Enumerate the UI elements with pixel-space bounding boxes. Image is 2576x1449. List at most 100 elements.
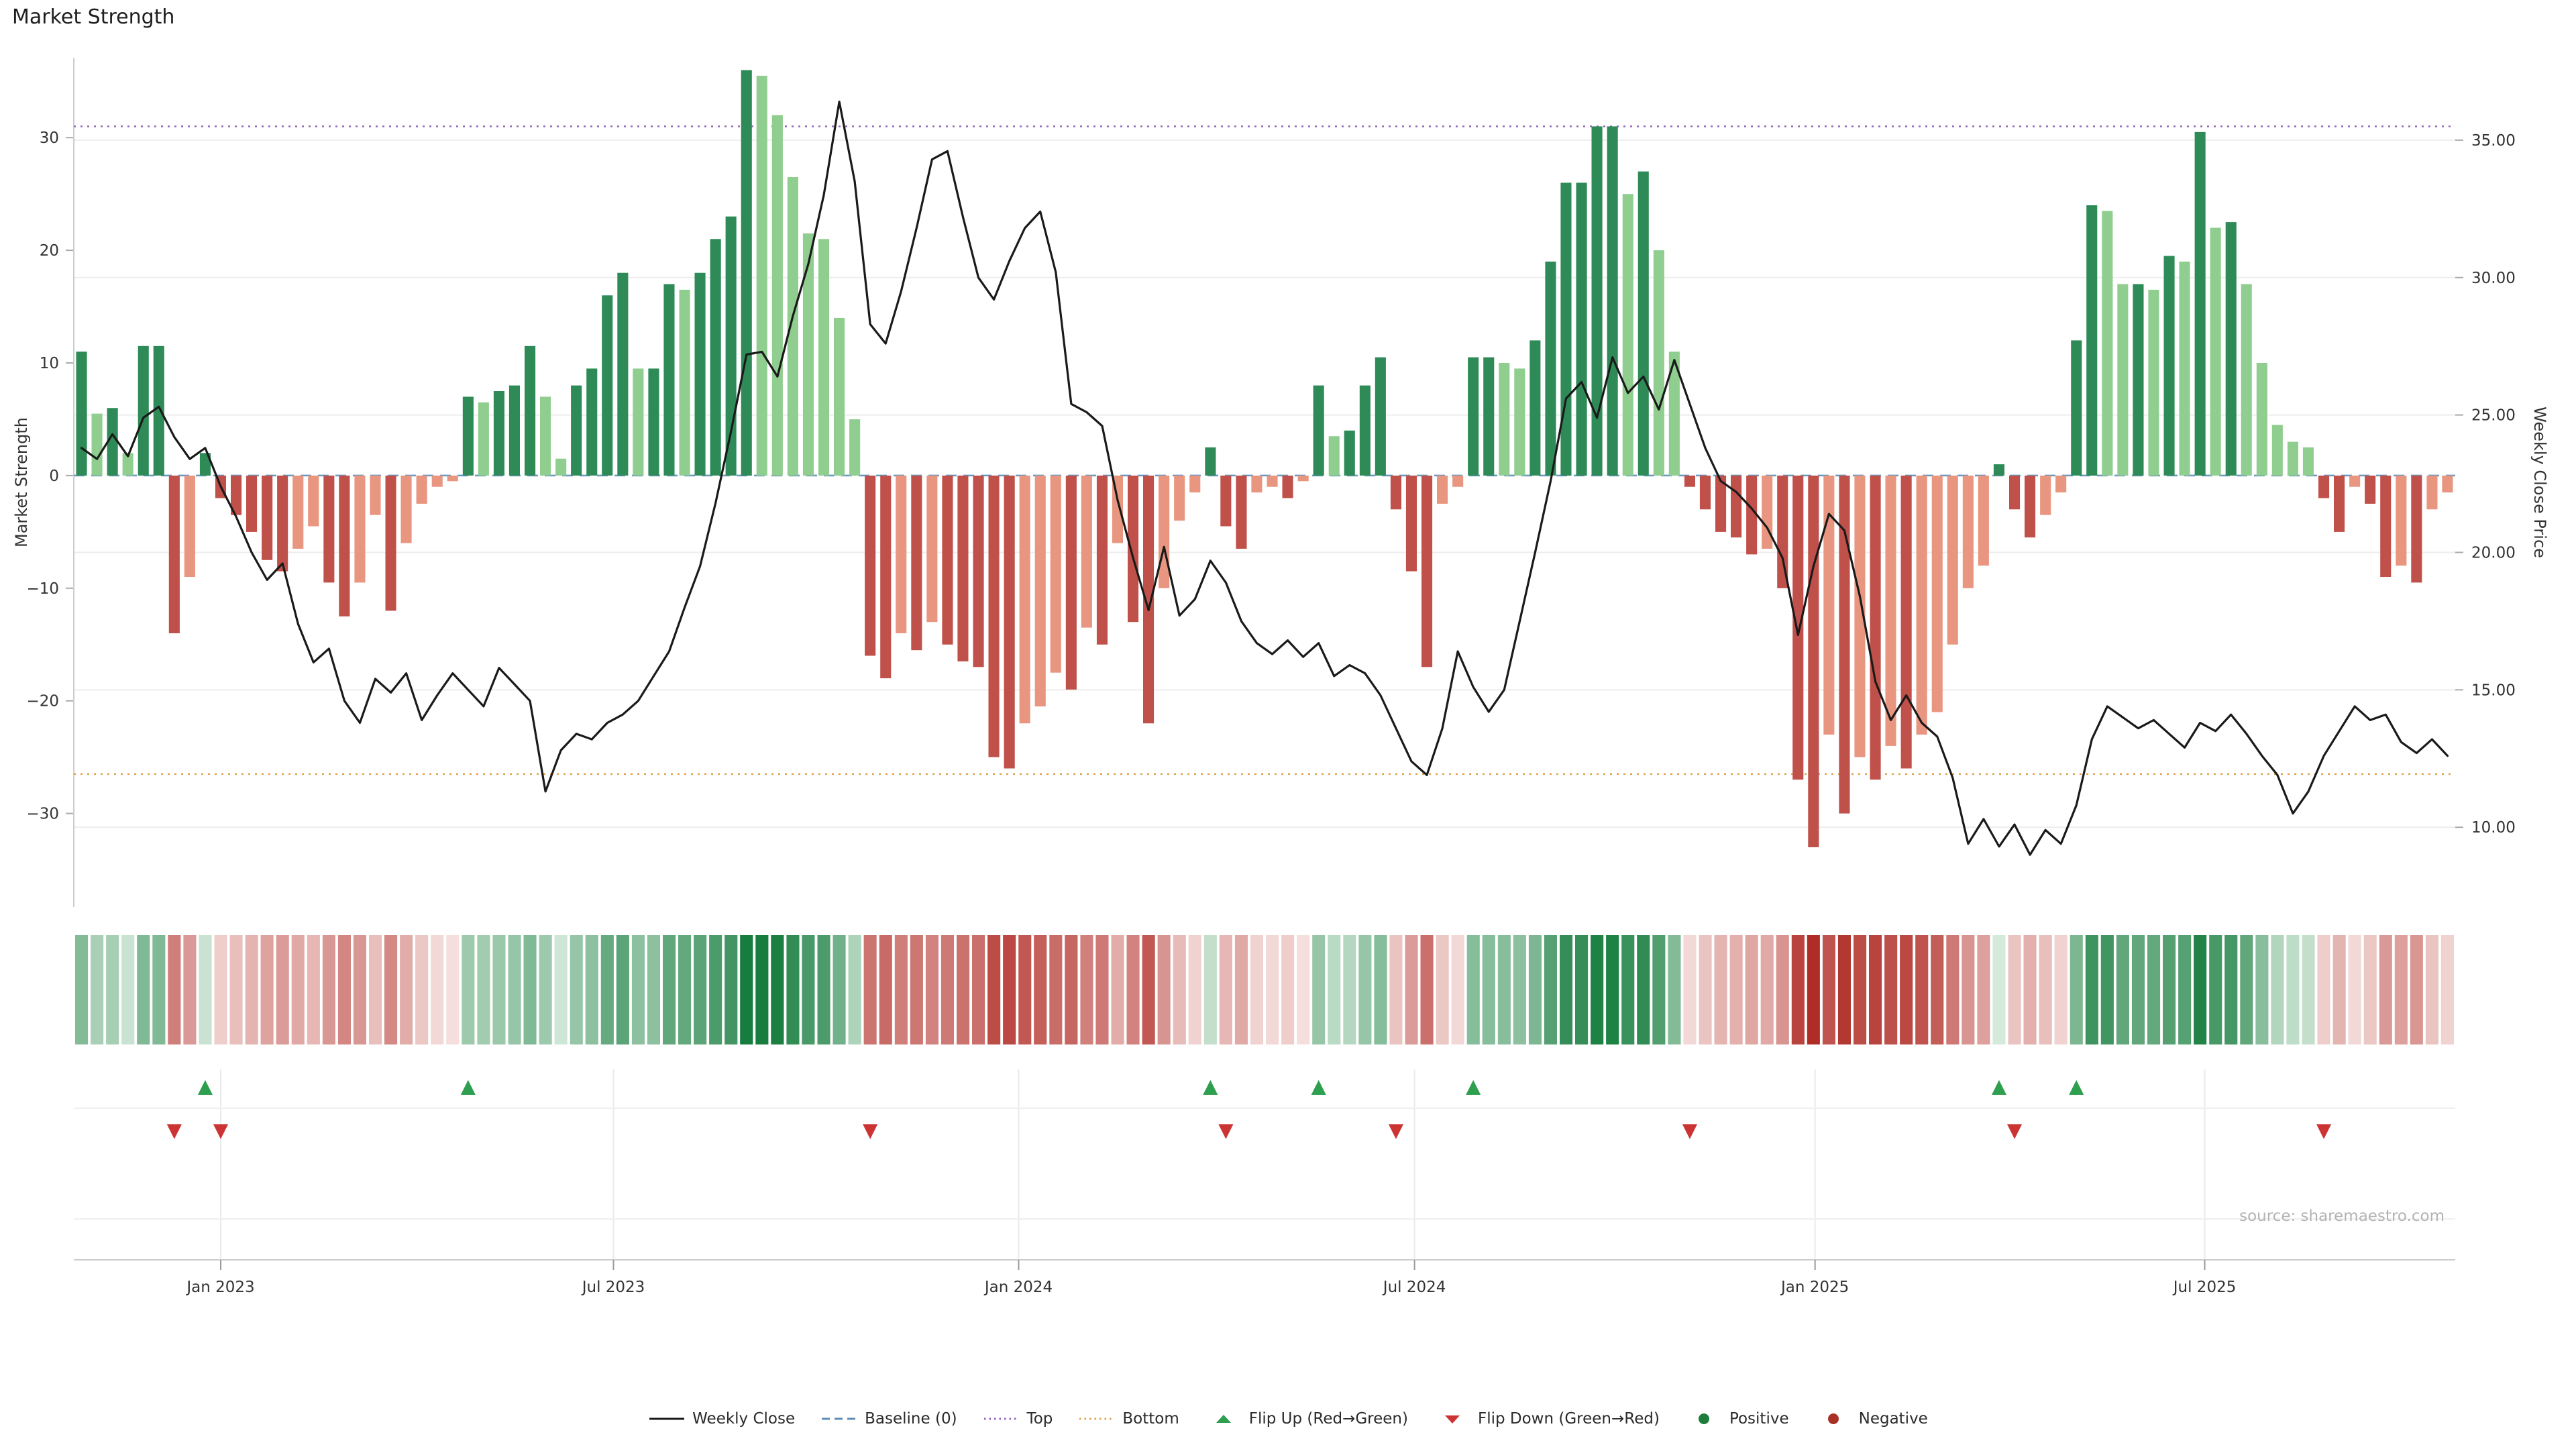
strength-bar (2334, 475, 2345, 532)
heatmap-cell (1142, 935, 1155, 1044)
x-axis-tick-label: Jul 2024 (1382, 1279, 1446, 1296)
legend-swatch-dot-icon (983, 1417, 1019, 1420)
heatmap-cell (415, 935, 429, 1044)
heatmap-cell (631, 935, 645, 1044)
heatmap-cell (1931, 935, 1944, 1044)
heatmap-cell (2194, 935, 2207, 1044)
legend-item-baseline-0: Baseline (0) (820, 1410, 957, 1428)
heatmap-cell (1683, 935, 1697, 1044)
flip-down-marker (1682, 1124, 1697, 1139)
heatmap-cell (2286, 935, 2300, 1044)
strength-bar (942, 475, 953, 645)
strength-bar (1174, 475, 1185, 521)
heatmap-cell (1343, 935, 1356, 1044)
strength-bar (1437, 475, 1448, 504)
heatmap-cell (1807, 935, 1820, 1044)
strength-bar (1359, 385, 1371, 476)
strength-bar (1792, 475, 1804, 780)
flip-up-marker (1203, 1080, 1218, 1095)
strength-bar (107, 408, 118, 476)
strength-bar (339, 475, 350, 616)
heatmap-cell (1854, 935, 1867, 1044)
heatmap-cell (941, 935, 954, 1044)
heatmap-cell (1374, 935, 1387, 1044)
strength-bar (648, 368, 659, 476)
legend-swatch-tri-down-icon (1444, 1415, 1460, 1424)
strength-bar (1112, 475, 1123, 543)
strength-bar (1854, 475, 1866, 757)
heatmap-cell (709, 935, 722, 1044)
strength-bar (1468, 357, 1479, 476)
heatmap-cell (1080, 935, 1093, 1044)
strength-bar (2287, 441, 2298, 476)
strength-bar (2225, 222, 2237, 476)
strength-bar (1529, 340, 1541, 476)
strength-bar (1004, 475, 1015, 769)
heatmap-cell (1420, 935, 1434, 1044)
heatmap-cell (1977, 935, 1990, 1044)
strength-bar (400, 475, 412, 543)
heatmap-cell (75, 935, 89, 1044)
strength-bar (2241, 284, 2252, 476)
heatmap-cell (663, 935, 676, 1044)
legend-label: Bottom (1122, 1410, 1179, 1428)
heatmap-cell (570, 935, 583, 1044)
strength-bar (1962, 475, 1974, 588)
strength-bar (741, 70, 752, 476)
strength-bar (2380, 475, 2392, 577)
heatmap-cell (1312, 935, 1326, 1044)
heatmap-cell (1884, 935, 1898, 1044)
left-axis-tick-label: −20 (26, 693, 59, 710)
x-axis-tick-label: Jul 2023 (581, 1279, 645, 1296)
strength-bar (1050, 475, 1061, 673)
heatmap-cell (1946, 935, 1960, 1044)
flip-up-marker (1991, 1080, 2006, 1095)
heatmap-cell (786, 935, 800, 1044)
strength-bar (694, 272, 706, 476)
left-axis-title: Market Strength (12, 417, 31, 547)
heatmap-cell (1188, 935, 1201, 1044)
legend-label: Positive (1729, 1410, 1789, 1428)
heatmap-cell (260, 935, 274, 1044)
x-axis-tick-label: Jul 2025 (2172, 1279, 2237, 1296)
strength-bar (818, 239, 830, 476)
heatmap-cell (1065, 935, 1078, 1044)
strength-bar (1870, 475, 1881, 780)
legend-item-top: Top (983, 1410, 1053, 1428)
legend-item-positive: Positive (1685, 1410, 1789, 1428)
heatmap-cell (1203, 935, 1217, 1044)
heatmap-cell (1513, 935, 1526, 1044)
flip-down-marker (213, 1124, 228, 1139)
heatmap-cell (1281, 935, 1295, 1044)
heatmap-cell (539, 935, 552, 1044)
flip-down-marker (863, 1124, 878, 1139)
heatmap-cell (1699, 935, 1712, 1044)
strength-bar (1452, 475, 1464, 487)
strength-bar (1916, 475, 1927, 735)
strength-bar (602, 295, 613, 476)
left-axis-tick-label: −10 (26, 580, 59, 598)
heatmap-cell (291, 935, 305, 1044)
heatmap-cell (863, 935, 877, 1044)
heatmap-cell (1745, 935, 1758, 1044)
strength-bar (1900, 475, 1912, 769)
heatmap-cell (925, 935, 938, 1044)
heatmap-cell (1791, 935, 1805, 1044)
weekly-close-line (80, 101, 2449, 856)
right-axis-tick-label: 15.00 (2471, 682, 2516, 699)
strength-bar (525, 345, 536, 476)
heatmap-cell (2379, 935, 2392, 1044)
strength-bar (1065, 475, 1077, 690)
heatmap-cell (1389, 935, 1403, 1044)
strength-bar (231, 475, 242, 515)
strength-bar (2040, 475, 2051, 515)
strength-bar (508, 385, 520, 476)
heatmap-cell (2317, 935, 2330, 1044)
right-axis-tick-label: 20.00 (2471, 544, 2516, 561)
heatmap-cell (2410, 935, 2423, 1044)
heatmap-cell (2163, 935, 2176, 1044)
heatmap-cell (1621, 935, 1635, 1044)
strength-bar (865, 475, 876, 656)
heatmap-cell (462, 935, 475, 1044)
strength-bar (973, 475, 984, 667)
